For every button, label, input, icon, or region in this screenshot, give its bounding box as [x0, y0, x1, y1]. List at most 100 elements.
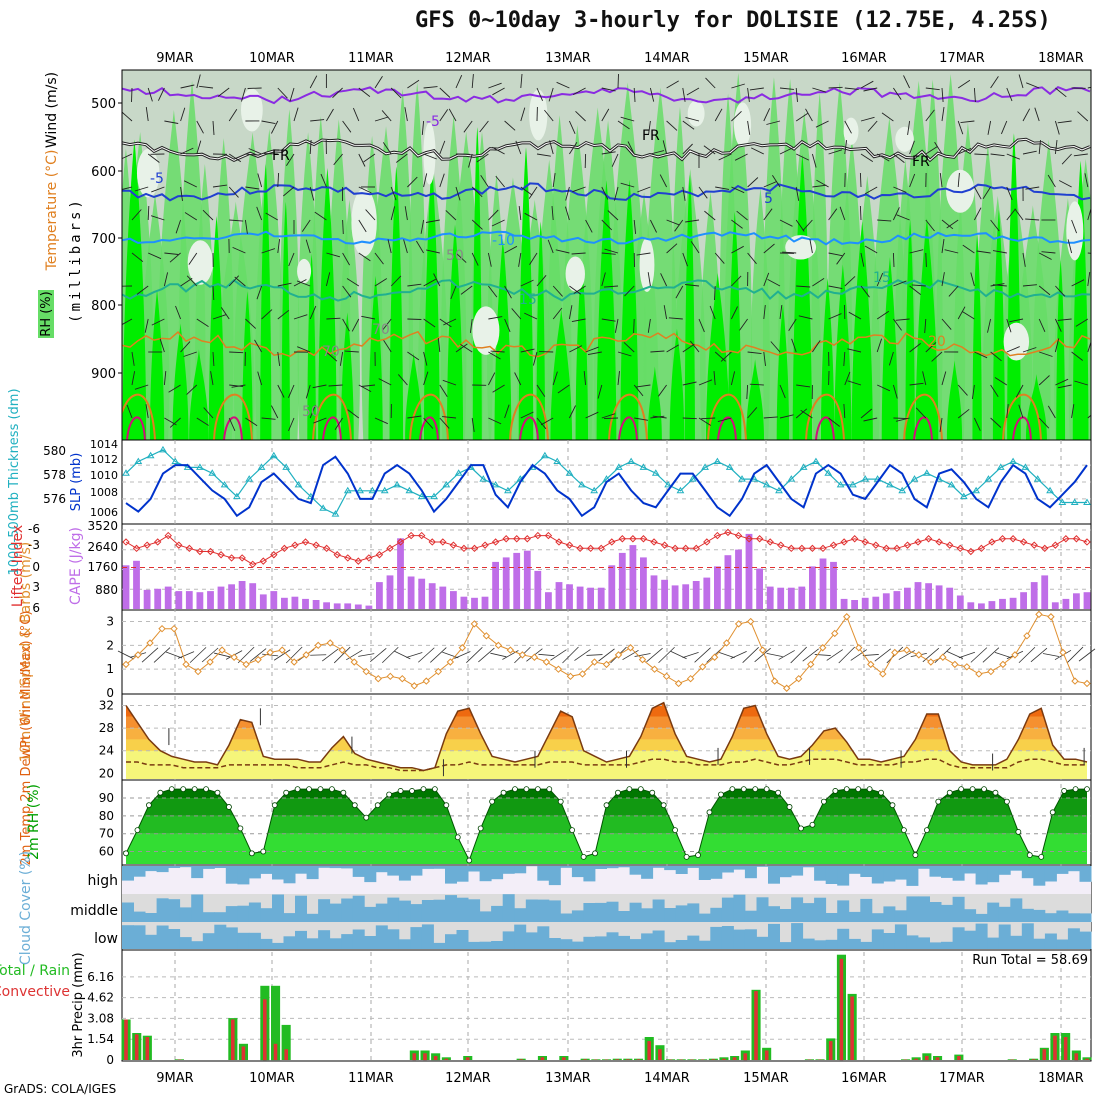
- wind-barb: [145, 404, 149, 419]
- wind-speed-point: [807, 660, 815, 669]
- wind-barb: [423, 173, 428, 188]
- cloud-middle-bar: [514, 908, 527, 922]
- wind-barb: [601, 108, 610, 122]
- cloud-middle-bar: [179, 907, 192, 922]
- cloud-low-bar: [675, 940, 688, 949]
- wind-barb: [909, 285, 921, 295]
- wind-barb: [1074, 380, 1088, 386]
- wind-barb: [1058, 180, 1072, 188]
- cloud-low-bar: [156, 925, 169, 949]
- wind-barb: [1022, 252, 1026, 267]
- wind-speed-point: [782, 684, 791, 692]
- wind-speed-point: [182, 660, 190, 669]
- rh-contour-90: [1025, 374, 1047, 440]
- wind-barb: [1067, 239, 1073, 254]
- cloud-low-bar: [906, 935, 919, 949]
- cloud-low-bar: [791, 923, 804, 949]
- bottom-date-label: 9MAR: [156, 1071, 193, 1086]
- wind-speed-point: [602, 660, 611, 669]
- wind-barb: [717, 417, 732, 423]
- wind-barb: [515, 140, 522, 155]
- bottom-date-label: 13MAR: [545, 1071, 591, 1086]
- wind-barb: [232, 246, 246, 254]
- cloud-middle-bar: [1044, 913, 1057, 922]
- wind-barb: [958, 147, 972, 155]
- wind-barb: [844, 140, 848, 155]
- precip-total-bar: [719, 1057, 729, 1060]
- wind-barb: [277, 309, 290, 320]
- wind-barb: [941, 107, 945, 122]
- wind-barb: [944, 249, 959, 254]
- wind-speed-point: [434, 667, 443, 676]
- wind-barb: [766, 120, 781, 125]
- thickness-point: [134, 457, 143, 465]
- wind-barb: [536, 153, 551, 157]
- wind-barb: [568, 120, 576, 134]
- wind-barb: [685, 284, 700, 287]
- cape-bar: [534, 570, 542, 609]
- rh-point: [855, 786, 862, 793]
- thickness-point: [972, 486, 980, 494]
- wind-barb: [309, 186, 315, 201]
- wind-speed-point: [915, 651, 923, 659]
- cloud-middle-bar: [698, 913, 711, 922]
- wind-barb: [540, 417, 554, 426]
- cloud-middle-bar: [618, 911, 630, 922]
- wind-barb: [241, 87, 246, 102]
- lifted-index-point: [227, 554, 236, 562]
- wind-barb: [247, 87, 262, 89]
- wind-speed-point: [566, 672, 575, 681]
- cloud-high-bar: [491, 866, 504, 880]
- wind-barb: [504, 404, 510, 419]
- lifted-tick-label: 0: [32, 560, 40, 574]
- wind-barb: [288, 252, 295, 267]
- cloud-high-bar: [883, 866, 896, 882]
- precip-conv-bar: [1031, 1059, 1036, 1060]
- contour-label: -10: [492, 233, 515, 249]
- wind-barb: [396, 153, 408, 163]
- wind-speed-point: [1035, 610, 1043, 619]
- wind-barb-10m: [646, 647, 663, 663]
- wind-barb: [809, 239, 813, 254]
- lifted-index-point: [660, 541, 669, 549]
- cloud-middle-bar: [352, 895, 365, 922]
- cape-bar: [270, 591, 278, 609]
- temp-contour-30: [618, 416, 638, 440]
- wind-barb: [909, 343, 921, 353]
- contour-label: -5: [150, 171, 164, 187]
- rh-point: [500, 789, 507, 796]
- wind-barb: [828, 285, 843, 290]
- cloud-high-bar: [721, 866, 734, 873]
- cloud-high-bar: [168, 866, 181, 868]
- wind-barb: [126, 404, 133, 419]
- cape-bar: [523, 550, 531, 609]
- lifted-index-point: [417, 531, 426, 540]
- wind-barb: [607, 210, 619, 221]
- wind-barb: [271, 405, 279, 419]
- wind-barb: [992, 250, 1007, 254]
- rh-point: [294, 786, 301, 793]
- cape-bar: [545, 592, 552, 609]
- wind-barb: [763, 416, 778, 419]
- wind-barb: [1061, 153, 1072, 165]
- wind-barb: [374, 417, 388, 425]
- rh-contour-50: [136, 148, 160, 198]
- wind-barb: [471, 417, 475, 432]
- wind-barb: [487, 252, 492, 267]
- lifted-index-point: [555, 538, 563, 546]
- wind-barb: [423, 153, 437, 160]
- wind-barb: [122, 153, 133, 160]
- wind-barb: [779, 384, 786, 399]
- wind-barb: [382, 142, 392, 155]
- cloud-middle-bar: [975, 913, 988, 922]
- lifted-index-point: [143, 541, 151, 549]
- wind-barb: [682, 343, 695, 353]
- wind-barb: [1087, 86, 1091, 89]
- cloud-middle-bar: [421, 900, 434, 922]
- cloud-high-bar: [1044, 866, 1057, 882]
- cape-bar: [154, 588, 162, 609]
- rh-point: [809, 821, 816, 828]
- wind-speed-point: [662, 672, 671, 681]
- cloud-high-bar: [237, 866, 250, 885]
- wind-barb: [573, 285, 586, 294]
